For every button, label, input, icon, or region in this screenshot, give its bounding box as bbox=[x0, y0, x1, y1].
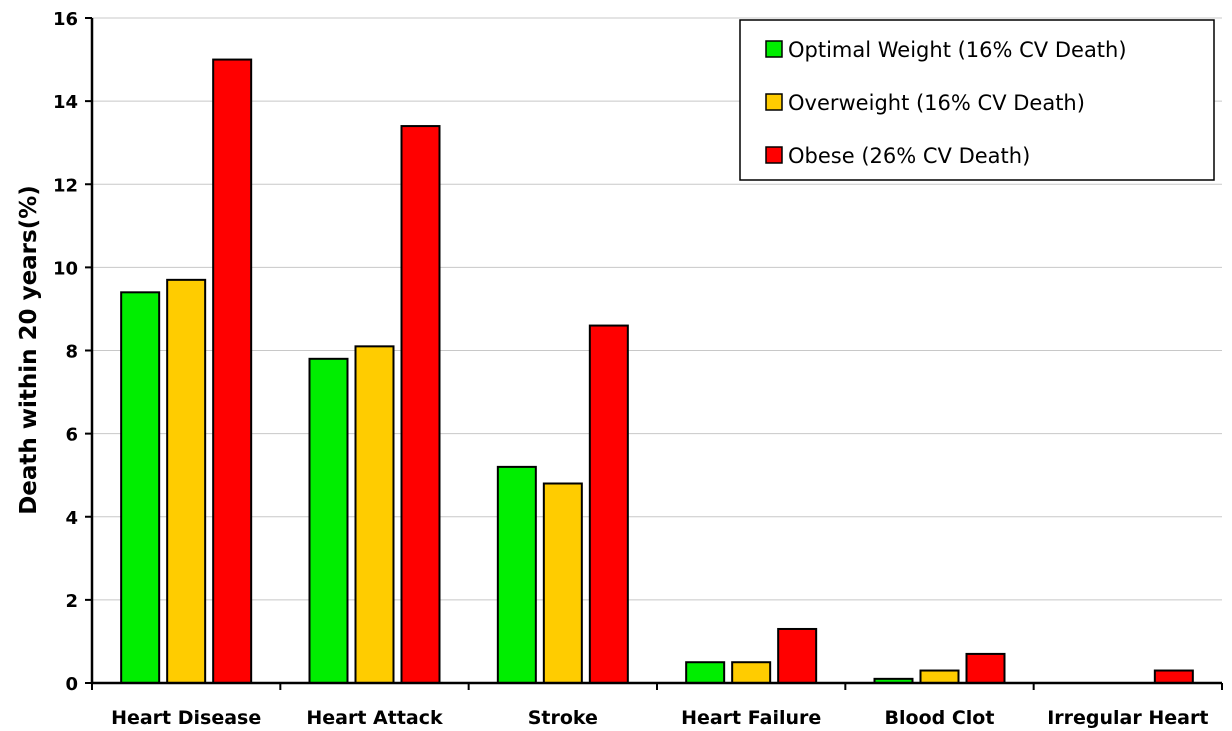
x-axis-categories: Heart Disease Heart Attack Stroke Heart Fai… bbox=[91, 683, 1223, 729]
legend-label: Optimal Weight (16% CV Death) bbox=[788, 38, 1127, 62]
y-axis-label: Death within 20 years(%) bbox=[16, 185, 42, 515]
legend: Optimal Weight (16% CV Death) Overweight … bbox=[739, 19, 1215, 181]
legend-swatch bbox=[765, 93, 783, 111]
bars bbox=[120, 58, 1194, 684]
legend-box bbox=[739, 19, 1215, 181]
bar bbox=[542, 482, 583, 684]
bar bbox=[120, 291, 161, 684]
y-tick-label: 6 bbox=[65, 425, 78, 446]
bar bbox=[308, 357, 349, 684]
y-tick-label: 8 bbox=[65, 342, 78, 363]
bar bbox=[685, 661, 726, 684]
bar bbox=[496, 465, 537, 684]
bar bbox=[400, 125, 441, 684]
bar bbox=[919, 669, 960, 684]
bar bbox=[777, 627, 818, 684]
y-tick-label: 0 bbox=[65, 674, 78, 695]
bar bbox=[731, 661, 772, 684]
x-category-label: Heart Failure bbox=[681, 707, 821, 729]
x-category-label: Heart Attack bbox=[306, 707, 443, 729]
legend-label: Obese (26% CV Death) bbox=[788, 144, 1030, 168]
y-tick-label: 12 bbox=[53, 175, 78, 196]
bar bbox=[965, 652, 1006, 684]
bar bbox=[1153, 669, 1194, 684]
legend-swatch bbox=[765, 40, 783, 58]
y-tick-label: 16 bbox=[53, 9, 78, 30]
legend-label: Overweight (16% CV Death) bbox=[788, 91, 1085, 115]
bar bbox=[212, 58, 253, 684]
x-category-label: Irregular Heart bbox=[1047, 707, 1208, 729]
y-tick-label: 4 bbox=[65, 508, 78, 529]
bar bbox=[166, 278, 207, 684]
y-tick-label: 10 bbox=[53, 258, 78, 279]
x-category-label: Heart Disease bbox=[111, 707, 261, 729]
bar bbox=[354, 345, 395, 684]
bar bbox=[588, 324, 629, 684]
y-axis-ticks: 0 2 4 6 8 10 12 14 16 bbox=[53, 9, 92, 695]
legend-swatch bbox=[765, 146, 783, 164]
y-tick-label: 2 bbox=[65, 591, 78, 612]
y-tick-label: 14 bbox=[53, 92, 78, 113]
x-category-label: Blood Clot bbox=[885, 707, 995, 729]
x-category-label: Stroke bbox=[528, 707, 598, 729]
gridlines bbox=[92, 17, 1222, 601]
